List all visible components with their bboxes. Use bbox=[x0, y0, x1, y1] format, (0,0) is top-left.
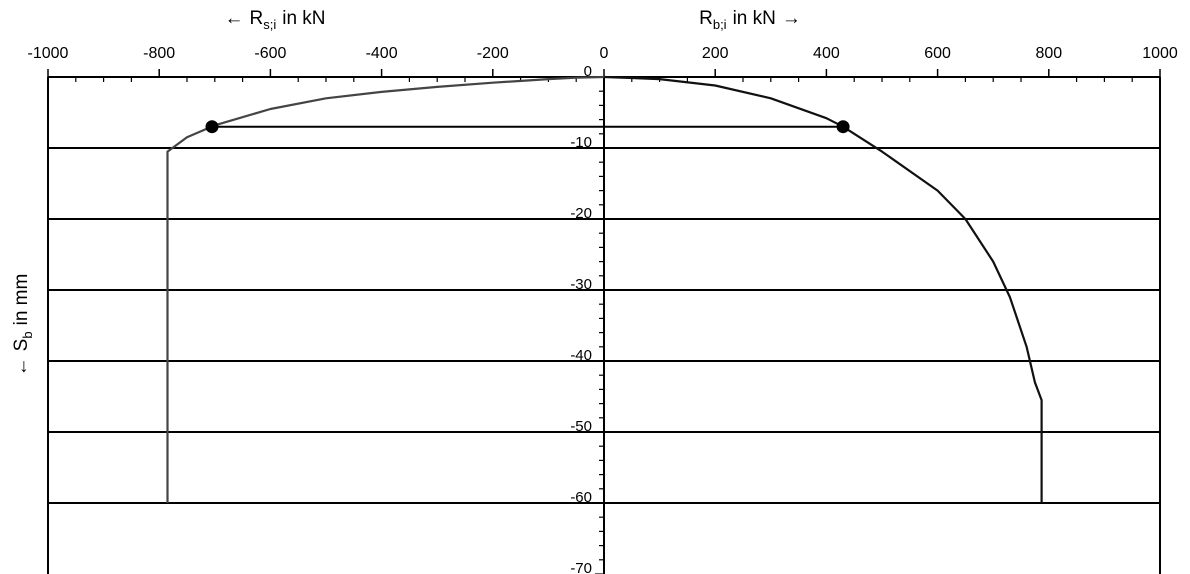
left-title-subscript: s;i bbox=[263, 17, 276, 32]
y-tick-label: -20 bbox=[570, 205, 592, 222]
x-tick-label: 600 bbox=[924, 45, 951, 62]
y-title-symbol: S bbox=[11, 339, 32, 352]
left-title-unit: in kN bbox=[282, 8, 325, 29]
x-tick-label: 0 bbox=[600, 45, 609, 62]
x-tick-label: -400 bbox=[366, 45, 398, 62]
x-tick-label: 800 bbox=[1035, 45, 1062, 62]
base-resistance-curve bbox=[603, 75, 1043, 503]
x-tick-label: 400 bbox=[813, 45, 840, 62]
right-title-symbol: R bbox=[699, 8, 713, 29]
y-title-unit: in mm bbox=[11, 274, 32, 326]
left-title-symbol: R bbox=[249, 8, 263, 29]
y-tick-label: -70 bbox=[570, 560, 592, 574]
y-tick-label: -60 bbox=[570, 489, 592, 506]
right-title-arrow: → bbox=[782, 8, 801, 29]
y-tick-label: 0 bbox=[584, 63, 592, 80]
left-axis-title: ← Rs;i in kN bbox=[224, 8, 325, 32]
left-title-arrow: ← bbox=[224, 8, 243, 29]
axes bbox=[47, 69, 1161, 574]
y-title-arrow: ← bbox=[11, 357, 32, 376]
shaft-resistance-curve bbox=[166, 75, 605, 503]
y-tick-label: -10 bbox=[570, 134, 592, 151]
data-point-marker bbox=[836, 120, 850, 134]
x-tick-label: 200 bbox=[702, 45, 729, 62]
x-tick-label: 1000 bbox=[1142, 45, 1178, 62]
x-tick-label: -800 bbox=[143, 45, 175, 62]
tick-labels: -1000 -800 -600 -400 -200 0 200 400 600 800 1000 0 -… bbox=[28, 45, 1178, 574]
x-tick-label: -200 bbox=[477, 45, 509, 62]
y-tick-label: -30 bbox=[570, 276, 592, 293]
right-axis-title: Rb;i in kN → bbox=[699, 8, 801, 32]
y-axis-title: ← Sb in mm bbox=[11, 274, 35, 377]
x-tick-label: -600 bbox=[254, 45, 286, 62]
data-point-marker bbox=[205, 120, 219, 134]
y-tick-label: -40 bbox=[570, 347, 592, 364]
y-title-subscript: b bbox=[20, 331, 35, 338]
series bbox=[166, 75, 1043, 503]
y-tick-label: -50 bbox=[570, 418, 592, 435]
right-title-unit: in kN bbox=[733, 8, 776, 29]
x-tick-label: -1000 bbox=[28, 45, 69, 62]
right-title-subscript: b;i bbox=[713, 17, 727, 32]
